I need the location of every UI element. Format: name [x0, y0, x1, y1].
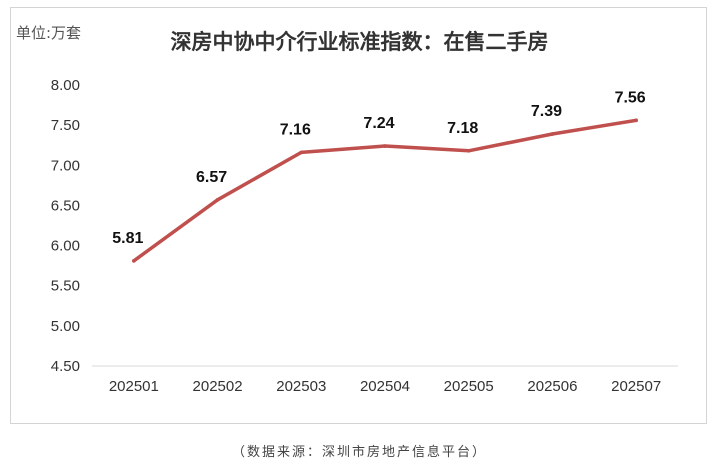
x-tick-label: 202503 — [276, 378, 326, 395]
x-tick-label: 202505 — [444, 378, 494, 395]
data-point — [299, 150, 304, 155]
data-label: 7.56 — [615, 89, 646, 106]
data-label: 7.16 — [280, 121, 311, 138]
data-point — [132, 259, 136, 263]
y-tick-label: 6.50 — [51, 197, 80, 214]
y-tick-label: 5.00 — [51, 318, 80, 335]
y-tick-label: 8.00 — [51, 77, 80, 94]
data-point — [215, 198, 220, 202]
data-label: 7.18 — [447, 120, 478, 137]
data-point — [550, 132, 555, 136]
data-label: 5.81 — [112, 230, 143, 247]
data-point — [383, 144, 387, 148]
x-tick-label: 202501 — [109, 378, 159, 395]
y-tick-label: 7.00 — [51, 157, 80, 174]
series-line — [132, 118, 638, 263]
unit-label: 单位:万套 — [16, 24, 82, 42]
y-tick-label: 7.50 — [51, 117, 80, 134]
chart-frame — [10, 7, 707, 424]
data-point — [466, 149, 471, 153]
data-label: 7.24 — [363, 115, 394, 132]
data-label: 7.39 — [531, 103, 562, 120]
x-tick-label: 202502 — [193, 378, 243, 395]
y-tick-label: 5.50 — [51, 278, 80, 295]
y-tick-label: 4.50 — [51, 358, 80, 375]
data-point — [634, 118, 638, 123]
data-label: 6.57 — [196, 169, 227, 186]
data-source-note: （数据来源：深圳市房地产信息平台） — [231, 445, 487, 460]
x-tick-label: 202507 — [611, 378, 661, 395]
chart-title: 深房中协中介行业标准指数：在售二手房 — [170, 29, 549, 54]
y-tick-label: 6.00 — [51, 238, 80, 255]
x-tick-label: 202504 — [360, 378, 410, 395]
x-tick-label: 202506 — [527, 378, 577, 395]
